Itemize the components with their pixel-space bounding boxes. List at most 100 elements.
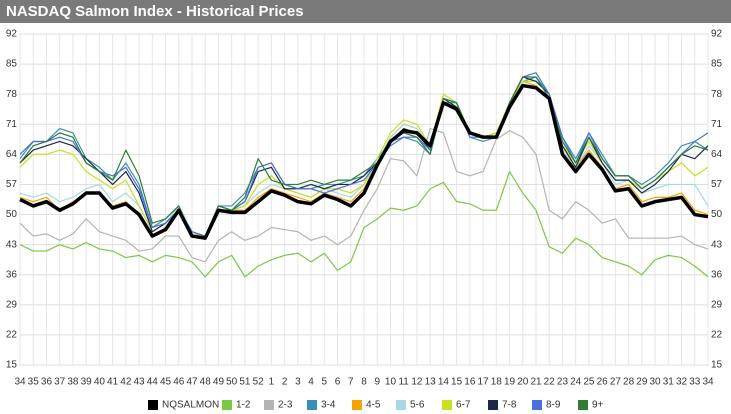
y-tick-label: 29 [6, 299, 18, 310]
title-bar [0, 0, 731, 23]
x-tick-label: 44 [147, 377, 159, 388]
x-tick-label: 34 [702, 377, 714, 388]
y2-tick-label: 78 [711, 89, 723, 100]
x-tick-label: 22 [544, 377, 556, 388]
x-tick-label: 50 [226, 377, 238, 388]
x-tick-label: 27 [610, 377, 622, 388]
legend-swatch [442, 400, 452, 410]
series-line [19, 76, 709, 237]
chart-title: NASDAQ Salmon Index - Historical Prices [6, 3, 304, 20]
y-tick-label: 22 [6, 330, 18, 341]
x-tick-label: 34 [14, 377, 26, 388]
x-tick-label: 10 [385, 377, 397, 388]
x-tick-label: 20 [517, 377, 529, 388]
x-tick-label: 47 [186, 377, 198, 388]
x-tick-label: 17 [478, 377, 490, 388]
x-tick-label: 31 [663, 377, 675, 388]
x-tick-label: 30 [650, 377, 662, 388]
legend-label: 7-8 [502, 400, 517, 411]
x-tick-label: 6 [335, 377, 341, 388]
y-tick-label: 71 [6, 119, 18, 130]
x-tick-label: 33 [689, 377, 701, 388]
x-tick-label: 36 [41, 377, 53, 388]
x-tick-label: 45 [160, 377, 172, 388]
legend-label: 1-2 [236, 400, 251, 411]
x-tick-label: 4 [308, 377, 314, 388]
series-line [19, 76, 709, 237]
legend-label: 6-7 [456, 400, 471, 411]
y-tick-label: 85 [6, 59, 18, 70]
legend-swatch [532, 400, 542, 410]
x-tick-label: 16 [464, 377, 476, 388]
legend-label: 4-5 [366, 400, 381, 411]
x-tick-label: 24 [570, 377, 582, 388]
x-tick-label: 3 [295, 377, 301, 388]
legend-label: 2-3 [278, 400, 293, 411]
legend-swatch [148, 400, 158, 410]
y2-tick-label: 71 [711, 119, 723, 130]
x-tick-label: 5 [322, 377, 328, 388]
y-tick-label: 50 [6, 209, 18, 220]
x-tick-label: 40 [94, 377, 106, 388]
legend-swatch [264, 400, 274, 410]
legend-label: 9+ [592, 400, 604, 411]
y-tick-label: 57 [6, 179, 18, 190]
x-tick-label: 8 [361, 377, 367, 388]
x-tick-label: 52 [253, 377, 265, 388]
legend-swatch [396, 400, 406, 410]
y-tick-label: 43 [6, 239, 18, 250]
x-tick-label: 26 [597, 377, 609, 388]
series-line [19, 83, 709, 240]
legend-label: 3-4 [321, 400, 336, 411]
legend-label: 8-9 [546, 400, 561, 411]
x-tick-label: 25 [583, 377, 595, 388]
series-line [19, 80, 709, 237]
y2-tick-label: 92 [711, 29, 723, 40]
legend-label: NQSALMON [162, 400, 219, 411]
x-tick-label: 18 [491, 377, 503, 388]
x-tick-label: 19 [504, 377, 516, 388]
y2-tick-label: 64 [711, 149, 723, 160]
legend-swatch [307, 400, 317, 410]
x-tick-label: 9 [374, 377, 380, 388]
y2-tick-label: 43 [711, 239, 723, 250]
x-tick-label: 43 [134, 377, 146, 388]
y2-tick-label: 22 [711, 330, 723, 341]
x-tick-label: 2 [282, 377, 288, 388]
x-tick-label: 37 [54, 377, 66, 388]
x-tick-label: 46 [173, 377, 185, 388]
x-tick-label: 7 [348, 377, 354, 388]
x-tick-label: 15 [451, 377, 463, 388]
x-tick-label: 41 [107, 377, 119, 388]
y2-tick-label: 85 [711, 59, 723, 70]
legend-swatch [222, 400, 232, 410]
x-tick-label: 21 [530, 377, 542, 388]
y2-tick-label: 29 [711, 299, 723, 310]
x-tick-label: 23 [557, 377, 569, 388]
y2-tick-label: 36 [711, 269, 723, 280]
x-tick-label: 12 [411, 377, 423, 388]
y-tick-label: 36 [6, 269, 18, 280]
y2-tick-label: 15 [711, 360, 723, 371]
x-tick-label: 35 [28, 377, 40, 388]
y2-tick-label: 57 [711, 179, 723, 190]
y2-tick-label: 50 [711, 209, 723, 220]
x-tick-label: 14 [438, 377, 450, 388]
x-tick-label: 49 [213, 377, 225, 388]
series-line [19, 170, 709, 278]
legend-swatch [352, 400, 362, 410]
y-tick-label: 64 [6, 149, 18, 160]
x-tick-label: 38 [67, 377, 79, 388]
x-tick-label: 42 [120, 377, 132, 388]
series-line [19, 127, 709, 263]
x-tick-label: 13 [425, 377, 437, 388]
y-tick-label: 15 [6, 360, 18, 371]
y-tick-label: 92 [6, 29, 18, 40]
x-tick-label: 48 [200, 377, 212, 388]
x-tick-label: 11 [398, 377, 409, 388]
x-tick-label: 51 [239, 377, 251, 388]
legend-swatch [488, 400, 498, 410]
legend-swatch [578, 400, 588, 410]
x-tick-label: 32 [676, 377, 688, 388]
